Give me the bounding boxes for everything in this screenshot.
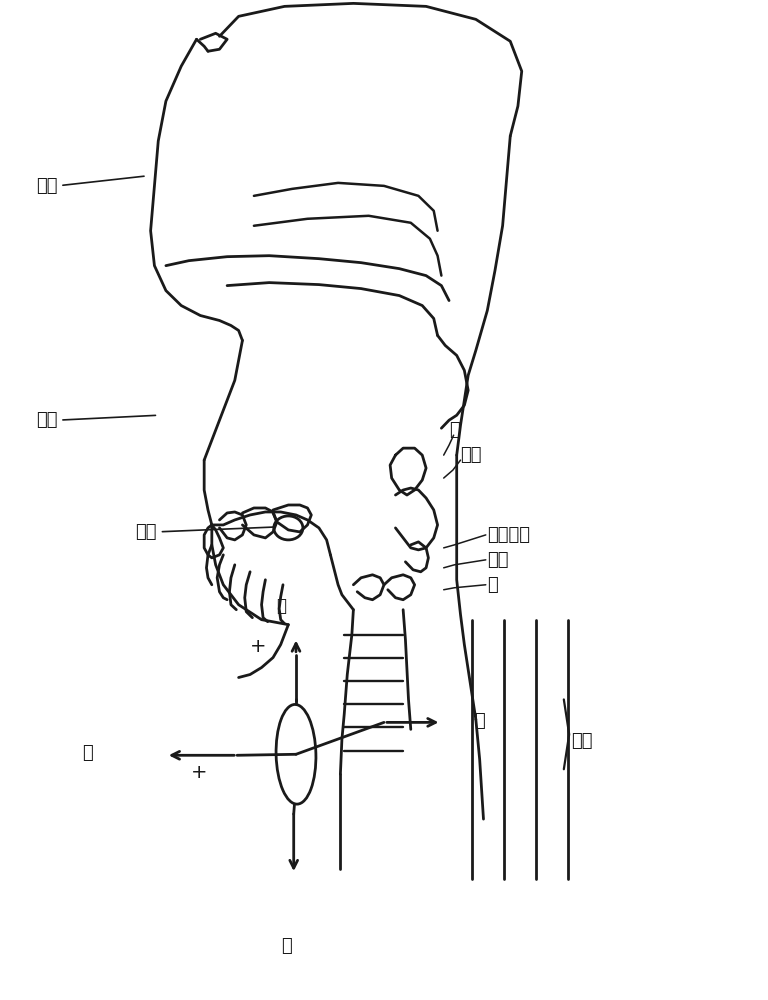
Text: 上: 上 (276, 597, 286, 615)
Text: 会厌: 会厌 (461, 446, 482, 464)
Text: 后: 后 (475, 712, 485, 730)
Text: 甲状软骨: 甲状软骨 (488, 526, 531, 544)
Text: 食道: 食道 (571, 732, 593, 750)
Text: +: + (250, 637, 266, 656)
Text: 舌骨: 舌骨 (135, 523, 274, 541)
Text: 咽: 咽 (449, 421, 460, 439)
Text: 前: 前 (81, 744, 92, 762)
Text: 舌头: 舌头 (36, 411, 155, 429)
Ellipse shape (276, 704, 316, 804)
Text: 声带: 声带 (488, 551, 509, 569)
Text: 下: 下 (280, 937, 291, 955)
Text: 鼻腔: 鼻腔 (36, 176, 144, 195)
Text: 喉: 喉 (488, 576, 498, 594)
Text: +: + (190, 763, 207, 782)
Ellipse shape (274, 516, 303, 540)
